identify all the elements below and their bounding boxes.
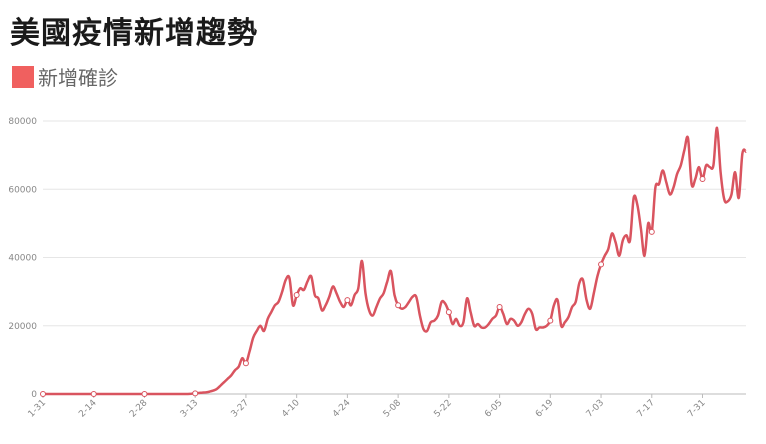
data-point-2 (141, 391, 148, 397)
x-tick-label-4: 3-27 (230, 398, 252, 420)
chart-title: 美國疫情新增趨勢 (10, 16, 258, 51)
x-tick-label-6: 4-24 (331, 398, 353, 420)
data-point-7 (395, 302, 402, 309)
grid-lines (43, 120, 746, 395)
data-point-0 (40, 391, 46, 397)
series-line-new-cases (43, 126, 748, 396)
data-point-13 (699, 176, 706, 183)
y-tick-label-4: 80000 (8, 117, 37, 127)
data-point-4 (242, 360, 249, 367)
y-tick-label-1: 20000 (8, 322, 37, 332)
data-point-1 (90, 391, 97, 397)
data-point-6 (344, 297, 351, 304)
x-tick-label-5: 4-10 (280, 398, 302, 420)
legend-swatch (12, 65, 34, 88)
y-tick-label-3: 60000 (8, 185, 37, 195)
data-point-3 (192, 390, 199, 397)
x-tick-label-8: 5-22 (432, 398, 454, 420)
plot-area (40, 126, 748, 397)
x-tick-label-11: 7-03 (585, 398, 607, 420)
x-axis: 1-31 2-14 2-28 3-13 3-27 4-10 4-24 5-08 5-22 6-05… (27, 394, 708, 420)
legend-label: 新增確診 (38, 66, 118, 90)
legend[interactable]: 新增確診 (12, 62, 118, 91)
x-tick-label-12: 7-17 (635, 398, 657, 420)
y-tick-label-2: 40000 (8, 254, 37, 264)
data-point-11 (598, 261, 605, 268)
data-point-8 (445, 309, 452, 316)
x-tick-label-2: 2-28 (128, 398, 150, 420)
y-tick-label-0: 0 (31, 390, 37, 400)
y-axis: 0 20000 40000 60000 80000 (8, 117, 37, 400)
x-tick-label-0: 1-31 (27, 398, 49, 420)
x-tick-label-13: 7-31 (686, 398, 708, 420)
x-tick-label-3: 3-13 (179, 398, 201, 420)
x-tick-label-10: 6-19 (534, 398, 556, 420)
x-tick-label-7: 5-08 (382, 398, 404, 420)
x-tick-label-1: 2-14 (77, 398, 99, 420)
data-point-12 (648, 228, 655, 235)
data-point-5 (293, 292, 300, 299)
data-point-10 (547, 317, 554, 324)
data-point-9 (496, 303, 503, 310)
x-tick-label-9: 6-05 (483, 398, 505, 420)
